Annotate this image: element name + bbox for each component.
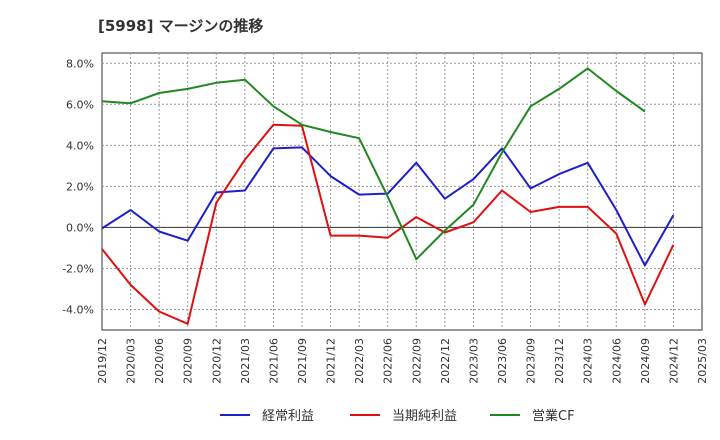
legend-item-2: 営業CF (490, 408, 575, 424)
legend-item-1: 当期純利益 (350, 409, 457, 424)
x-tick-label: 2024/09 (639, 338, 652, 384)
legend: 経常利益 当期純利益 営業CF (220, 408, 575, 424)
y-tick-label: 2.0% (66, 180, 94, 193)
y-tick-label: 0.0% (66, 221, 94, 234)
x-tick-label: 2021/03 (239, 338, 252, 384)
chart-title: [5998] マージンの推移 (98, 17, 263, 35)
legend-label: 当期純利益 (392, 409, 457, 424)
x-tick-label: 2022/09 (410, 338, 423, 384)
x-tick-label: 2022/06 (382, 338, 395, 384)
x-tick-label: 2020/06 (153, 338, 166, 384)
grid-lines (102, 53, 702, 330)
x-tick-label: 2022/03 (353, 338, 366, 384)
x-tick-label: 2021/06 (267, 338, 280, 384)
legend-label: 経常利益 (262, 409, 314, 424)
x-tick-label: 2023/03 (467, 338, 480, 384)
legend-label: 営業CF (532, 408, 575, 424)
y-tick-label: -2.0% (62, 262, 94, 275)
x-tick-label: 2024/06 (610, 338, 623, 384)
x-tick-label: 2020/03 (125, 338, 138, 384)
x-tick-label: 2023/12 (553, 338, 566, 384)
x-tick-label: 2024/12 (667, 338, 680, 384)
x-tick-label: 2021/09 (296, 338, 309, 384)
x-tick-label: 2023/06 (496, 338, 509, 384)
x-tick-label: 2022/12 (439, 338, 452, 384)
y-tick-label: 8.0% (66, 57, 94, 70)
x-tick-label: 2020/12 (210, 338, 223, 384)
x-tick-label: 2024/03 (582, 338, 595, 384)
y-tick-label: 6.0% (66, 98, 94, 111)
y-tick-label: 4.0% (66, 139, 94, 152)
x-tick-label: 2021/12 (325, 338, 338, 384)
x-tick-label: 2020/09 (182, 338, 195, 384)
y-axis-labels: 8.0% 6.0% 4.0% 2.0% 0.0% -2.0% -4.0% (62, 57, 94, 316)
series-line-2 (101, 67, 646, 261)
series-lines (101, 67, 675, 325)
x-axis-labels: 2019/12 2020/03 2020/06 2020/09 2020/12 2021/… (96, 338, 709, 384)
y-tick-label: -4.0% (62, 303, 94, 316)
x-tick-label: 2023/09 (525, 338, 538, 384)
x-tick-label: 2025/03 (696, 338, 709, 384)
plot-area (101, 52, 703, 331)
x-tick-label: 2019/12 (96, 338, 109, 384)
legend-item-0: 経常利益 (220, 409, 314, 424)
